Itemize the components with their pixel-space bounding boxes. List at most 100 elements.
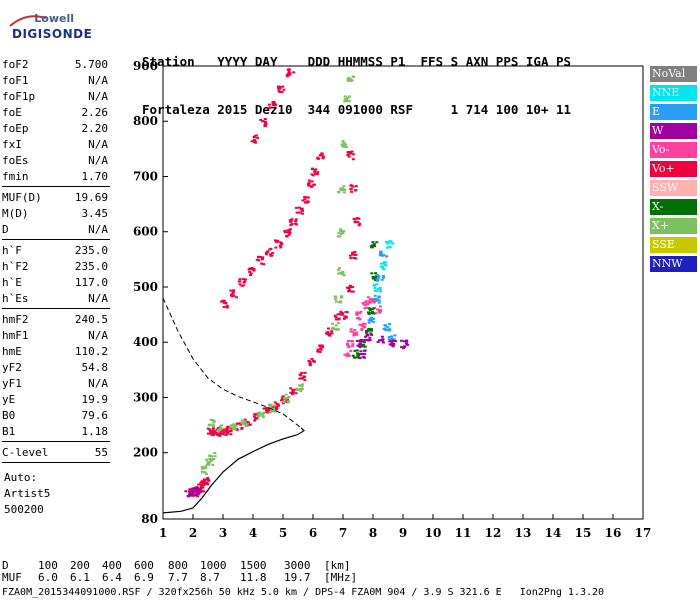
- echo-mark: [233, 424, 237, 427]
- y-tick-label: 300: [133, 390, 158, 404]
- echo-mark: [388, 240, 392, 243]
- echo-mark: [311, 167, 315, 170]
- echo-mark: [263, 121, 267, 124]
- param-row-clevel: C-level 55: [2, 446, 108, 462]
- echo-mark: [333, 295, 337, 298]
- echo-mark: [259, 118, 263, 121]
- x-tick-label: 14: [545, 526, 562, 540]
- param-row-fxi: fxI N/A: [2, 138, 108, 154]
- echo-mark: [349, 184, 353, 187]
- echo-mark: [355, 352, 359, 355]
- footer-cell: 800: [168, 559, 188, 572]
- echo-mark: [339, 229, 343, 232]
- echo-mark: [326, 327, 330, 330]
- echo-mark: [383, 263, 387, 266]
- echo-mark: [342, 317, 346, 320]
- echo-mark: [202, 466, 206, 469]
- echo-mark: [381, 274, 385, 277]
- echo-mark: [288, 228, 292, 231]
- echo-mark: [299, 377, 303, 380]
- echo-mark: [290, 222, 294, 225]
- echo-mark: [368, 336, 372, 339]
- echo-mark: [362, 341, 366, 344]
- echo-mark: [197, 483, 201, 486]
- echo-mark: [371, 318, 375, 321]
- legend-entry-nne: NNE: [650, 85, 697, 101]
- param-label: yF1: [2, 377, 22, 390]
- echo-mark: [372, 243, 376, 246]
- echo-mark: [339, 232, 343, 235]
- footer-cell: 6.4: [102, 571, 122, 584]
- param-row-mufd: MUF(D) 19.69: [2, 191, 108, 207]
- echo-mark: [381, 254, 385, 257]
- echo-mark: [266, 250, 270, 253]
- echo-mark: [336, 272, 340, 275]
- echo-mark: [370, 308, 374, 311]
- echo-mark: [377, 296, 381, 299]
- echo-mark: [376, 278, 380, 281]
- echo-mark: [354, 257, 358, 260]
- param-value: N/A: [88, 154, 108, 167]
- density-profile-dashed: [162, 297, 302, 429]
- echo-mark: [213, 451, 217, 454]
- echo-mark: [204, 467, 208, 470]
- x-tick-label: 2: [189, 526, 197, 540]
- echo-mark: [303, 371, 307, 374]
- x-tick-label: 15: [575, 526, 592, 540]
- echo-mark: [301, 212, 305, 215]
- echo-mark: [368, 317, 372, 320]
- echo-mark: [271, 408, 275, 411]
- echo-mark: [233, 428, 237, 431]
- echo-mark: [194, 493, 198, 496]
- footer-cell: 7.7: [168, 571, 188, 584]
- param-row-fof2: foF2 5.700: [2, 58, 108, 74]
- echo-mark: [341, 271, 345, 274]
- x-tick-label: 6: [309, 526, 317, 540]
- echo-mark: [321, 155, 325, 158]
- echo-mark: [289, 220, 293, 223]
- echo-mark: [252, 415, 256, 418]
- echo-mark: [376, 341, 380, 344]
- param-separator: [2, 308, 110, 309]
- echo-mark: [343, 353, 347, 356]
- echo-mark: [255, 258, 259, 261]
- echo-mark: [256, 411, 260, 414]
- header-value: Dez10: [254, 102, 293, 117]
- header-label: DDD: [307, 54, 331, 69]
- station-header: Station YYYY DAY DDD HHMMSS P1 FFS S AXN…: [142, 22, 571, 134]
- echo-mark: [265, 408, 269, 411]
- echo-mark: [361, 340, 365, 343]
- echo-mark: [190, 490, 194, 493]
- header-value: RSF: [390, 102, 413, 117]
- echo-mark: [334, 318, 338, 321]
- echo-mark: [272, 404, 276, 407]
- echo-mark: [283, 229, 287, 232]
- header-value: 714: [465, 102, 489, 117]
- param-row-d: D N/A: [2, 223, 108, 239]
- echo-mark: [211, 419, 215, 422]
- echo-mark: [287, 233, 291, 236]
- header-values: Fortaleza 2015 Dez10 344 091000 RSF 1 71…: [142, 102, 571, 118]
- echo-mark: [402, 340, 406, 343]
- plot-frame: [162, 65, 644, 520]
- echo-mark: [229, 433, 233, 436]
- echo-mark: [374, 290, 378, 293]
- echo-mark: [232, 289, 236, 292]
- echo-mark: [278, 91, 282, 94]
- param-value: N/A: [88, 138, 108, 151]
- echo-mark: [287, 70, 291, 73]
- echo-mark: [334, 316, 338, 319]
- echo-mark: [390, 335, 394, 338]
- echo-mark: [374, 299, 378, 302]
- echo-mark: [219, 432, 223, 435]
- param-label: h`E: [2, 276, 22, 289]
- echo-mark: [216, 433, 220, 436]
- echo-mark: [298, 211, 302, 214]
- echo-mark: [376, 279, 380, 282]
- echo-mark: [240, 427, 244, 430]
- echo-mark: [299, 374, 303, 377]
- echo-mark: [260, 262, 264, 265]
- echo-mark: [321, 345, 325, 348]
- echo-mark: [369, 328, 373, 331]
- echo-mark: [184, 490, 188, 493]
